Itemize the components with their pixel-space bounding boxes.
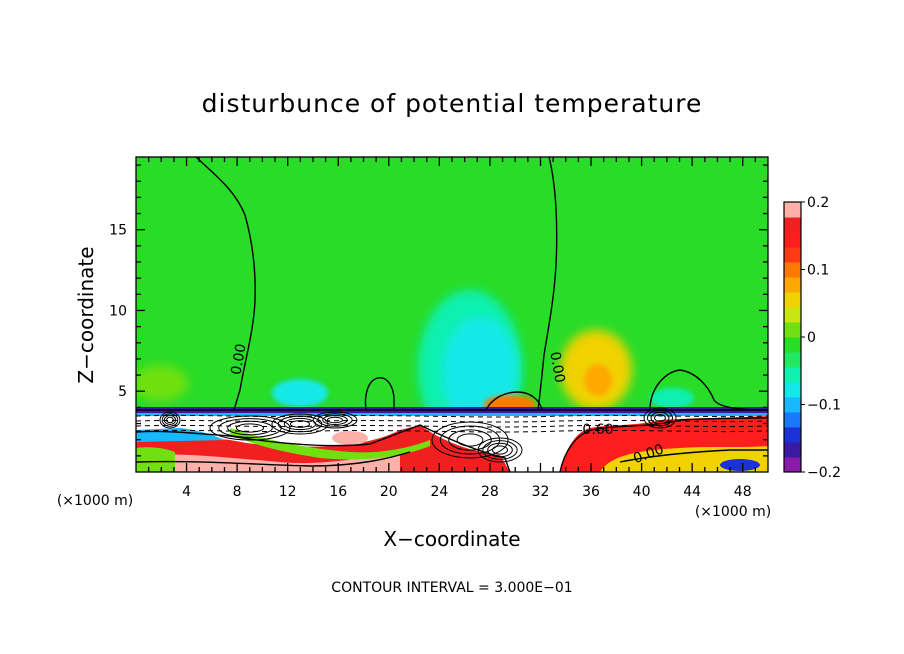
colorbar-swatch	[784, 307, 801, 323]
contour-lines	[136, 157, 768, 472]
y-tick-label: 5	[118, 384, 127, 400]
x-axis-ticks: 4 8 12 16 20 24 28 32 36 40 44 48	[147, 157, 757, 500]
x-unit-label-right: (×1000 m)	[695, 504, 771, 520]
colorbar-swatch	[784, 367, 801, 383]
y-axis-ticks: 5 10 15	[109, 164, 768, 457]
contour-eddy	[482, 440, 518, 460]
contour-eddy	[448, 429, 492, 451]
colorbar-tick-label: 0.1	[807, 263, 829, 279]
contour-label: 0.00	[228, 343, 249, 376]
colorbar-tick-label: −0.2	[807, 465, 841, 481]
x-tick-label: 4	[182, 484, 191, 500]
x-tick-label: 40	[633, 484, 651, 500]
x-tick-label: 36	[582, 484, 600, 500]
colorbar-swatch	[784, 442, 801, 458]
colorbar-swatch	[784, 262, 801, 278]
x-tick-label: 48	[734, 484, 752, 500]
contour-eddy	[163, 415, 177, 425]
contour-eddy	[456, 433, 484, 447]
colorbar-swatch	[784, 232, 801, 248]
bump-neg	[650, 388, 694, 408]
x-tick-label: 32	[532, 484, 550, 500]
plume-neg-small	[272, 379, 328, 407]
contour-eddy	[647, 409, 673, 427]
contour-label: 0.00	[546, 351, 567, 384]
contour-eddy	[492, 445, 508, 455]
contour-eddy	[159, 411, 181, 429]
y-tick-label: 15	[109, 223, 127, 239]
colorbar-swatch	[784, 202, 801, 218]
contour-zero-left	[195, 157, 256, 411]
blue-patch-right	[720, 459, 760, 471]
colorbar-swatch	[784, 292, 801, 308]
contour-eddy	[650, 411, 670, 425]
colorbar-swatch	[784, 217, 801, 233]
y-tick-label: 10	[109, 303, 127, 319]
chart-title: disturbunce of potential temperature	[202, 89, 703, 118]
y-axis-label: Z−coordinate	[74, 246, 98, 383]
contour-lower-4	[619, 449, 768, 463]
green-patch-left	[136, 447, 175, 472]
plume-pos-left	[136, 365, 188, 401]
colorbar-tick-label: 0.2	[807, 195, 829, 211]
warm-layer-core	[136, 452, 400, 472]
x-tick-label: 12	[279, 484, 297, 500]
green-streak	[230, 428, 430, 460]
x-tick-label: 8	[233, 484, 242, 500]
contour-eddy	[312, 411, 358, 429]
colorbar-swatch	[784, 247, 801, 263]
contour-label: 0.60	[582, 422, 613, 438]
contour-lower-2	[136, 451, 411, 467]
contour-eddy	[235, 423, 265, 433]
band-negative	[136, 413, 768, 416]
contour-eddy	[227, 420, 273, 436]
colorbar: 0.2 0.1 0 −0.1 −0.2	[783, 195, 841, 481]
x-tick-label: 28	[481, 484, 499, 500]
contour-eddy	[439, 425, 501, 455]
x-tick-label: 44	[683, 484, 701, 500]
x-tick-label: 20	[380, 484, 398, 500]
contour-eddy	[431, 421, 509, 459]
colorbar-swatch	[784, 337, 801, 353]
contour-zero-center	[537, 157, 558, 411]
contour-eddy	[327, 416, 343, 424]
contour-eddy	[161, 413, 179, 427]
x-tick-label: 24	[430, 484, 448, 500]
contour-eddy	[166, 416, 174, 424]
contour-eddy	[477, 437, 523, 463]
colorbar-swatch	[784, 352, 801, 368]
colorbar-swatch	[784, 457, 801, 473]
x-axis-label: X−coordinate	[383, 527, 520, 551]
colorbar-tick-label: −0.1	[807, 398, 841, 414]
contour-dome-1	[364, 377, 395, 411]
contour-eddy	[322, 415, 348, 425]
contour-eddy	[654, 414, 666, 422]
colorbar-swatch	[784, 412, 801, 428]
x-unit-label-left: (×1000 m)	[57, 493, 133, 509]
x-tick-label: 16	[329, 484, 347, 500]
colorbar-swatch	[784, 427, 801, 443]
contour-eddy	[289, 420, 311, 428]
colorbar-swatch	[784, 382, 801, 398]
contour-negative-dashed	[136, 429, 768, 433]
colorbar-swatch	[784, 397, 801, 413]
contour-dome-2	[485, 391, 543, 411]
contour-negative-dashed	[136, 419, 768, 423]
contour-eddy	[487, 442, 513, 458]
warm-blob	[332, 431, 368, 445]
plume-pos-right-core	[584, 364, 612, 396]
colorbar-tick-label: 0	[807, 330, 816, 346]
colorbar-swatch	[784, 277, 801, 293]
colorbar-swatch	[784, 322, 801, 338]
contour-interval-note: CONTOUR INTERVAL = 3.000E−01	[331, 580, 572, 596]
contour-eddy	[643, 407, 677, 429]
contour-eddy	[317, 413, 353, 427]
contour-dome-3	[649, 369, 768, 411]
